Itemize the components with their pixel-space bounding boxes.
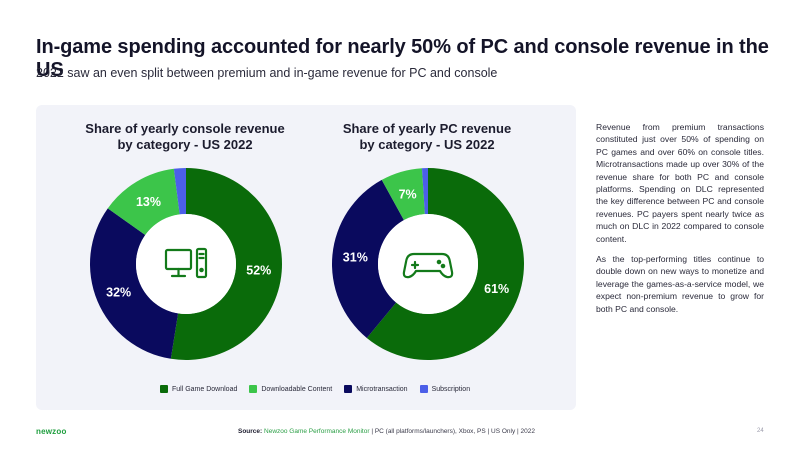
pc-chart-title-line2: by category - US 2022 xyxy=(359,137,495,152)
pc-donut-chart: 61% 31% 7% xyxy=(332,168,524,360)
console-donut-chart: 52% 32% 13% xyxy=(90,168,283,360)
legend-item-subscription: Subscription xyxy=(419,385,471,393)
analysis-paragraph-2: As the top-performing titles continue to… xyxy=(596,254,764,314)
pc-chart-title: Share of yearly PC revenue by category -… xyxy=(297,121,557,153)
legend-label: Downloadable Content xyxy=(261,385,333,393)
donut-center xyxy=(136,214,236,314)
donut-slice-downloadable-content xyxy=(107,168,180,235)
donut-slice-subscription xyxy=(421,168,428,215)
legend-label: Full Game Download xyxy=(172,385,238,393)
data-label: 32% xyxy=(106,286,131,300)
console-chart-title: Share of yearly console revenue by categ… xyxy=(55,121,315,153)
legend-swatch xyxy=(344,385,353,393)
gamepad-icon xyxy=(402,252,454,279)
page-title: In-game spending accounted for nearly 50… xyxy=(36,36,769,81)
legend-item-microtransaction: Microtransaction xyxy=(344,385,408,393)
legend-item-full-game-download: Full Game Download xyxy=(160,385,237,393)
donut-slice-full-game-download xyxy=(170,168,283,360)
donut-center xyxy=(378,214,478,314)
data-label: 52% xyxy=(246,263,271,277)
source-label: Source: xyxy=(238,428,263,435)
data-label: 31% xyxy=(343,251,368,265)
source-link[interactable]: Newzoo Game Performance Monitor xyxy=(264,428,370,435)
donut-slice-microtransaction xyxy=(90,208,179,359)
legend-label: Microtransaction xyxy=(356,385,408,393)
donut-slice-microtransaction xyxy=(332,179,404,338)
legend-label: Subscription xyxy=(431,385,471,393)
chart-legend: Full Game Download Downloadable Content … xyxy=(160,385,470,393)
legend-swatch xyxy=(249,385,258,393)
source-details: | PC (all platforms/launchers), Xbox, PS… xyxy=(369,428,535,435)
donut-slice-full-game-download xyxy=(366,168,524,360)
data-label: 61% xyxy=(484,282,509,296)
source-note: Source: Newzoo Game Performance Monitor … xyxy=(238,428,535,435)
console-chart-title-line2: by category - US 2022 xyxy=(117,137,253,152)
pc-chart-title-line1: Share of yearly PC revenue xyxy=(342,121,512,136)
donut-slice-subscription xyxy=(173,168,186,215)
legend-swatch xyxy=(419,385,428,393)
pc-tower-icon xyxy=(164,247,208,279)
data-label: 13% xyxy=(136,195,161,209)
data-label: 7% xyxy=(399,187,417,201)
page-subtitle: 2022 saw an even split between premium a… xyxy=(36,66,498,80)
legend-item-downloadable-content: Downloadable Content xyxy=(249,385,332,393)
console-chart-title-line1: Share of yearly console revenue xyxy=(85,121,285,136)
page-number: 24 xyxy=(757,428,764,434)
analysis-text: Revenue from premium transactions consti… xyxy=(596,121,764,323)
legend-swatch xyxy=(160,385,168,393)
donut-slice-downloadable-content xyxy=(381,168,425,221)
analysis-paragraph-1: Revenue from premium transactions consti… xyxy=(596,122,764,244)
newzoo-logo: newzoo xyxy=(36,427,67,436)
